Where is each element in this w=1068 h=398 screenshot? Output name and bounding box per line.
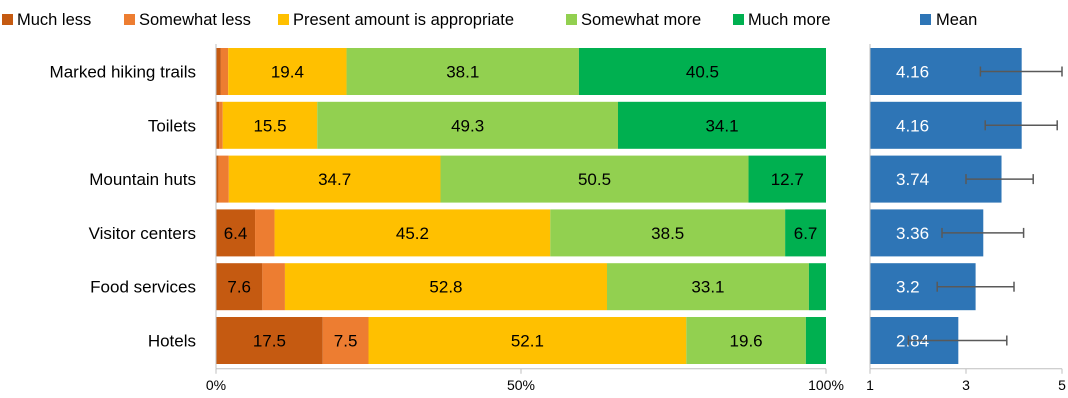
mean-label-mountain-huts: 3.74	[896, 170, 929, 189]
data-label-food-services-much-less: 7.6	[227, 278, 251, 297]
stacked-x-tick-label-1: 50%	[507, 377, 535, 393]
legend-swatch-much-more	[733, 14, 744, 25]
stacked-x-tick-label-2: 100%	[808, 377, 844, 393]
stacked-chart-legend: Much less Somewhat less Present amount is …	[2, 11, 831, 29]
mean-label-marked-hiking-trails: 4.16	[896, 63, 929, 82]
bar-mountain-huts-somewhat-less	[218, 155, 229, 203]
data-label-marked-hiking-trails-present-amount-is-appropriate: 19.4	[271, 63, 304, 82]
data-label-food-services-present-amount-is-appropriate: 52.8	[429, 278, 462, 297]
data-label-visitor-centers-somewhat-more: 38.5	[651, 224, 684, 243]
bar-visitor-centers-much-more	[785, 209, 826, 257]
category-label-visitor-centers: Visitor centers	[89, 224, 196, 243]
data-label-toilets-somewhat-more: 49.3	[451, 116, 484, 135]
data-label-food-services-somewhat-more: 33.1	[691, 278, 724, 297]
bar-food-services-present-amount-is-appropriate	[284, 263, 608, 311]
legend-label-present-amount-is-appropriate: Present amount is appropriate	[293, 11, 514, 29]
mean-label-food-services: 3.2	[896, 278, 920, 297]
bar-marked-hiking-trails-present-amount-is-appropriate	[228, 48, 347, 95]
bar-mountain-huts-much-less	[216, 155, 219, 203]
data-label-mountain-huts-somewhat-more: 50.5	[578, 170, 611, 189]
category-label-mountain-huts: Mountain huts	[89, 170, 196, 189]
bar-food-services-much-more	[808, 263, 826, 311]
bar-toilets-much-more	[617, 101, 826, 149]
bar-marked-hiking-trails-somewhat-more	[346, 48, 579, 95]
mean-bars: 4.164.163.743.363.22.84	[870, 48, 1063, 364]
bar-visitor-centers-somewhat-less	[255, 209, 275, 257]
category-labels: Marked hiking trails Toilets Mountain huts…	[50, 63, 196, 351]
bar-hotels-much-more	[805, 317, 826, 364]
data-label-toilets-much-more: 34.1	[705, 116, 738, 135]
mean-label-toilets: 4.16	[896, 116, 929, 135]
bar-hotels-somewhat-more	[686, 317, 806, 364]
bar-mountain-huts-present-amount-is-appropriate	[228, 155, 441, 203]
category-label-hotels: Hotels	[148, 332, 196, 351]
legend-label-much-less: Much less	[17, 11, 91, 29]
data-label-marked-hiking-trails-much-more: 40.5	[686, 63, 719, 82]
legend-label-mean: Mean	[936, 11, 977, 29]
mean-x-tick-label-0: 1	[866, 377, 874, 393]
legend-swatch-much-less	[2, 14, 13, 25]
data-label-hotels-much-less: 17.5	[253, 332, 286, 351]
legend-swatch-somewhat-less	[124, 14, 135, 25]
category-label-marked-hiking-trails: Marked hiking trails	[50, 63, 196, 82]
bar-visitor-centers-present-amount-is-appropriate	[274, 209, 551, 257]
mean-x-axis: 1 3 5	[866, 44, 1066, 393]
bar-food-services-much-less	[216, 263, 263, 311]
bar-toilets-somewhat-more	[317, 101, 618, 149]
data-label-visitor-centers-much-less: 6.4	[224, 224, 248, 243]
bar-hotels-somewhat-less	[322, 317, 369, 364]
mean-x-tick-label-2: 5	[1058, 377, 1066, 393]
data-label-mountain-huts-much-more: 12.7	[771, 170, 804, 189]
category-label-toilets: Toilets	[148, 116, 196, 135]
bar-hotels-present-amount-is-appropriate	[368, 317, 687, 364]
bar-visitor-centers-much-less	[216, 209, 256, 257]
bar-food-services-somewhat-less	[262, 263, 285, 311]
bar-marked-hiking-trails-much-less	[216, 48, 221, 95]
data-label-marked-hiking-trails-somewhat-more: 38.1	[446, 63, 479, 82]
legend-label-somewhat-more: Somewhat more	[581, 11, 701, 29]
bar-hotels-much-less	[216, 317, 323, 364]
data-label-hotels-somewhat-less: 7.5	[334, 332, 358, 351]
bar-visitor-centers-somewhat-more	[550, 209, 786, 257]
bar-food-services-somewhat-more	[607, 263, 809, 311]
stacked-x-axis: 0% 50% 100%	[206, 44, 844, 393]
data-label-mountain-huts-present-amount-is-appropriate: 34.7	[318, 170, 351, 189]
data-label-toilets-present-amount-is-appropriate: 15.5	[253, 116, 286, 135]
data-label-visitor-centers-much-more: 6.7	[794, 224, 818, 243]
legend-label-much-more: Much more	[748, 11, 831, 29]
bar-toilets-somewhat-less	[219, 101, 223, 149]
mean-chart-legend: Mean	[920, 11, 977, 29]
legend-swatch-present-amount-is-appropriate	[278, 14, 289, 25]
mean-x-tick-label-1: 3	[962, 377, 970, 393]
category-label-food-services: Food services	[90, 278, 196, 297]
legend-label-somewhat-less: Somewhat less	[139, 11, 251, 29]
legend-swatch-somewhat-more	[566, 14, 577, 25]
data-label-hotels-present-amount-is-appropriate: 52.1	[511, 332, 544, 351]
bar-mountain-huts-somewhat-more	[440, 155, 749, 203]
bar-mountain-huts-much-more	[748, 155, 826, 203]
data-label-visitor-centers-present-amount-is-appropriate: 45.2	[396, 224, 429, 243]
bar-marked-hiking-trails-somewhat-less	[220, 48, 229, 95]
mean-label-visitor-centers: 3.36	[896, 224, 929, 243]
bar-toilets-much-less	[216, 101, 220, 149]
legend-swatch-mean	[920, 14, 931, 25]
data-label-hotels-somewhat-more: 19.6	[730, 332, 763, 351]
bar-marked-hiking-trails-much-more	[578, 48, 826, 95]
stacked-bars: 19.4 38.1 40.5 15.5 49.3 34.1 34.7 50.5 12.7 6.4 4…	[216, 48, 826, 364]
stacked-x-tick-label-0: 0%	[206, 377, 226, 393]
bar-toilets-present-amount-is-appropriate	[222, 101, 318, 149]
